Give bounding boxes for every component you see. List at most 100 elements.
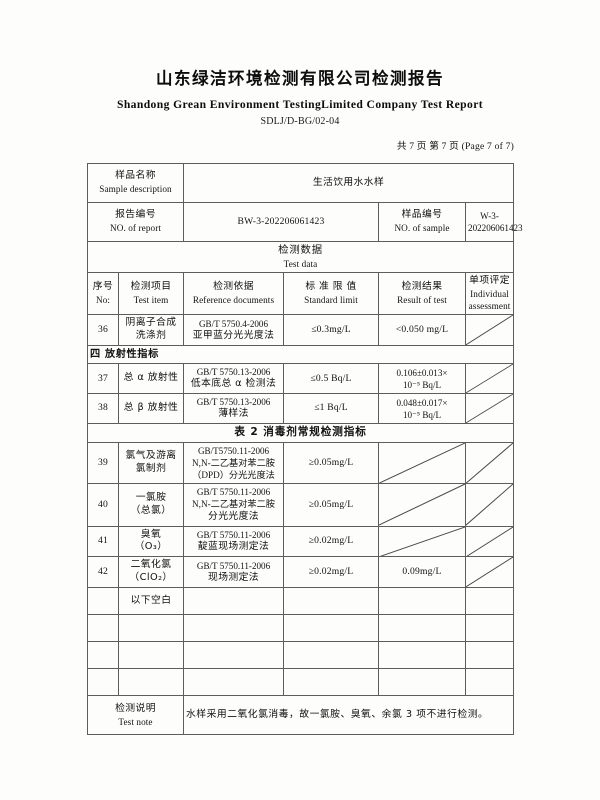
row-no	[87, 614, 119, 643]
column-header-no: 序号 No:	[87, 271, 119, 316]
row-result-of-test	[378, 442, 467, 485]
row-reference-documents: GB/T 5750.4-2006 亚甲蓝分光光度法	[183, 314, 285, 346]
row-standard-limit	[283, 587, 380, 616]
row-no	[87, 668, 119, 697]
table-header-row: 序号 No: 检测项目 Test item 检测依据 Reference doc…	[87, 271, 515, 316]
row-result-of-test	[378, 668, 467, 697]
row-reference-documents	[183, 641, 285, 670]
diagonal-slash-icon	[379, 484, 466, 526]
row-no: 41	[87, 525, 119, 558]
diagonal-slash-icon	[466, 484, 514, 526]
table2-title: 表 2 消毒剂常规检测指标	[234, 426, 367, 439]
row-reference-documents: GB/T 5750.11-2006 靛蓝现场测定法	[183, 525, 285, 558]
row-standard-limit: ≤0.3mg/L	[283, 314, 380, 346]
table-row: 41 臭氧 （O₃） GB/T 5750.11-2006 靛蓝现场测定法 ≥0.…	[87, 525, 515, 558]
test-note-text: 水样采用二氧化氯消毒，故一氯胺、臭氧、余氯 3 项不进行检测。	[183, 695, 515, 736]
row-standard-limit: ≤1 Bq/L	[283, 393, 380, 425]
section-heading-radioactivity: 四 放射性指标	[86, 344, 515, 365]
column-header-test-item: 检测项目 Test item	[117, 271, 185, 316]
table-row: 42 二氧化氯 （ClO₂） GB/T 5750.11-2006 现场测定法 ≥…	[87, 556, 515, 589]
diagonal-slash-icon	[466, 315, 514, 345]
row-standard-limit: ≥0.05mg/L	[283, 442, 380, 485]
row-reference-documents	[183, 614, 285, 643]
report-number-value: BW-3-202206061423	[183, 202, 380, 242]
blank-marker-cell: 以下空白	[117, 587, 185, 616]
sample-description-value: 生活饮用水水样	[183, 163, 515, 203]
table-row-empty	[87, 614, 515, 643]
row-standard-limit: ≤0.5 Bq/L	[283, 363, 380, 395]
row-reference-documents: GB/T 5750.13-2006 薄样法	[183, 393, 285, 425]
row-standard-limit	[283, 614, 380, 643]
test-data-band-cell: 检测数据 Test data	[86, 241, 515, 273]
row-individual-assessment	[465, 363, 515, 395]
diagonal-slash-icon	[466, 443, 514, 484]
row-no: 36	[87, 314, 119, 346]
row-result-of-test	[378, 587, 467, 616]
row-no: 38	[87, 393, 119, 425]
row-result-of-test	[378, 614, 467, 643]
row-result-of-test: <0.050 mg/L	[378, 314, 467, 346]
table-row: 38 总 β 放射性 GB/T 5750.13-2006 薄样法 ≤1 Bq/L…	[87, 393, 515, 425]
table-row: 37 总 α 放射性 GB/T 5750.13-2006 低本底总 α 检测法 …	[87, 363, 515, 395]
row-individual-assessment	[465, 641, 515, 670]
row-individual-assessment	[465, 556, 515, 589]
row-no	[87, 587, 119, 616]
row-test-item: 氯气及游离 氯制剂	[117, 442, 185, 485]
table-row-sample-description: 样品名称 Sample description 生活饮用水水样	[86, 163, 515, 203]
page-number: 共 7 页 第 7 页 (Page 7 of 7)	[396, 141, 514, 153]
row-result-of-test	[378, 525, 467, 558]
row-individual-assessment	[465, 668, 515, 697]
row-no: 39	[87, 442, 119, 485]
column-header-individual-assessment: 单项评定 Individual assessment	[465, 271, 515, 316]
table-row-report-number: 报告编号 NO. of report BW-3-202206061423 样品编…	[86, 202, 523, 242]
row-test-item	[117, 641, 185, 670]
row-no: 40	[87, 483, 119, 527]
report-table: 样品名称 Sample description 生活饮用水水样 报告编号 NO.…	[86, 163, 523, 736]
row-individual-assessment	[465, 525, 515, 558]
row-reference-documents: GB/T 5750.11-2006 N,N-二乙基对苯二胺 分光光度法	[183, 483, 285, 527]
row-no: 42	[87, 556, 119, 589]
row-test-item: 总 α 放射性	[117, 363, 185, 395]
report-number-label-cn: 报告编号	[115, 209, 156, 221]
report-number-label-en: NO. of report	[109, 223, 162, 234]
sample-description-label-cn: 样品名称	[115, 170, 156, 182]
report-table-wrap: 样品名称 Sample description 生活饮用水水样 报告编号 NO.…	[86, 163, 523, 736]
row-test-item	[117, 614, 185, 643]
sample-number-value: W-3-202206061423	[465, 202, 523, 242]
table-row: 40 一氯胺 （总氯） GB/T 5750.11-2006 N,N-二乙基对苯二…	[87, 483, 515, 527]
row-test-item: 一氯胺 （总氯）	[117, 483, 185, 527]
row-no: 37	[87, 363, 119, 395]
diagonal-slash-icon	[466, 526, 514, 557]
table-row: 39 氯气及游离 氯制剂 GB/T5750.11-2006 N,N-二乙基对苯二…	[87, 442, 515, 485]
sample-number-label-cn: 样品编号	[401, 209, 443, 221]
row-reference-documents: GB/T5750.11-2006 N,N-二乙基对苯二胺 （DPD）分光光度法	[183, 442, 285, 485]
document-header: 山东绿洁环境检测有限公司检测报告 Shandong Grean Environm…	[0, 0, 600, 152]
diagonal-slash-icon	[466, 364, 514, 394]
diagonal-slash-icon	[466, 557, 514, 588]
column-header-reference-documents: 检测依据 Reference documents	[183, 271, 285, 316]
row-test-item: 总 β 放射性	[117, 393, 185, 425]
row-result-of-test	[378, 641, 467, 670]
row-individual-assessment	[465, 483, 515, 527]
row-result-of-test	[378, 483, 467, 527]
row-standard-limit	[283, 668, 380, 697]
row-reference-documents	[183, 668, 285, 697]
row-test-item: 二氧化氯 （ClO₂）	[117, 556, 185, 589]
row-reference-documents: GB/T 5750.13-2006 低本底总 α 检测法	[183, 363, 285, 395]
row-individual-assessment	[465, 442, 515, 485]
test-note-label-en: Test note	[118, 716, 153, 727]
row-standard-limit: ≥0.02mg/L	[283, 525, 380, 558]
row-standard-limit: ≥0.02mg/L	[283, 556, 380, 589]
row-reference-documents	[183, 587, 285, 616]
column-header-standard-limit: 标 准 限 值 Standard limit	[283, 271, 380, 316]
row-standard-limit: ≥0.05mg/L	[283, 483, 380, 527]
test-data-band: 检测数据 Test data	[86, 241, 515, 273]
page-title-en: Shandong Grean Environment TestingLimite…	[116, 98, 484, 112]
sample-description-label: 样品名称 Sample description	[86, 163, 185, 203]
table-row-empty	[87, 668, 515, 697]
column-header-result-of-test: 检测结果 Result of test	[378, 271, 467, 316]
report-number-label: 报告编号 NO. of report	[86, 202, 185, 242]
sample-number-label-en: NO. of sample	[394, 223, 450, 234]
page-title-cn: 山东绿洁环境检测有限公司检测报告	[156, 69, 444, 88]
